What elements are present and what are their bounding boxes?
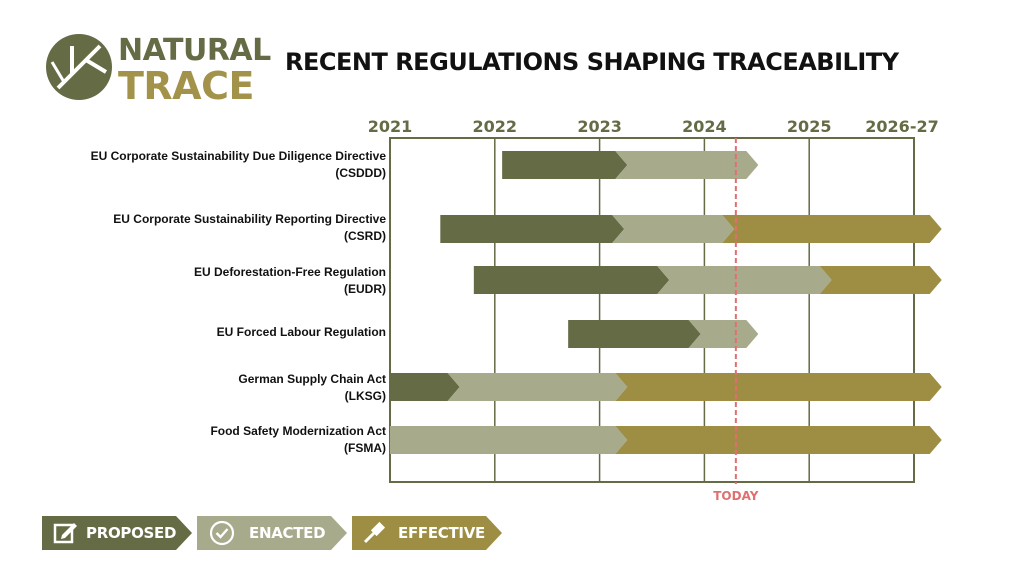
bar-segment-enacted [615,151,759,179]
row-label: EU Corporate Sustainability Reporting Di… [26,211,386,245]
legend-item-proposed: PROPOSED [42,516,192,550]
bar-segment-enacted [612,215,735,243]
legend-item-effective: EFFECTIVE [352,516,502,550]
axis-tick-label: 2026-27 [865,117,938,136]
row-label-name: EU Corporate Sustainability Reporting Di… [113,212,386,226]
today-label: TODAY [713,489,758,503]
row-label-code: (EUDR) [344,282,386,296]
edit-icon [53,523,77,544]
gavel-icon [363,521,386,544]
legend-label: ENACTED [249,524,326,542]
bar-segment-effective [615,373,942,401]
axis-tick-label: 2021 [368,117,413,136]
legend-item-enacted: ENACTED [197,516,347,550]
row-label-code: (CSDDD) [335,166,386,180]
legend-chevron [352,516,502,550]
bar-segment-proposed [440,215,625,243]
bar-segment-enacted [657,266,832,294]
legend-label: EFFECTIVE [398,524,485,542]
row-label-name: German Supply Chain Act [238,372,386,386]
brand-wordmark: NATURAL TRACE [118,33,271,108]
leaf-logo-icon [46,34,112,100]
row-label-name: EU Corporate Sustainability Due Diligenc… [90,149,386,163]
row-label: EU Deforestation-Free Regulation (EUDR) [26,264,386,298]
axis-tick-label: 2023 [577,117,622,136]
legend-chevron [197,516,347,550]
row-label-name: EU Deforestation-Free Regulation [193,265,386,279]
bar-segment-proposed [473,266,670,294]
bar-segment-effective [615,426,942,454]
row-label-code: (CSRD) [344,229,386,243]
brand-logo [44,32,234,106]
bar-segment-proposed [390,373,460,401]
brand-line2: TRACE [118,64,254,108]
chart-frame [389,137,915,483]
row-label: EU Corporate Sustainability Due Diligenc… [26,148,386,182]
bar-segment-proposed [568,320,701,348]
bar-segment-enacted [447,373,628,401]
row-label-code: (LKSG) [344,389,386,403]
legend-label: PROPOSED [86,524,177,542]
row-label: German Supply Chain Act (LKSG) [26,371,386,405]
axis-tick-label: 2022 [473,117,518,136]
row-label-name: Food Safety Modernization Act [210,424,386,438]
page-title: RECENT REGULATIONS SHAPING TRACEABILITY [285,48,899,76]
check-circle-icon [209,520,235,546]
legend-chevron [42,516,192,550]
brand-line1: NATURAL [118,33,271,68]
row-label-name: EU Forced Labour Regulation [216,325,386,339]
row-label: Food Safety Modernization Act (FSMA) [26,423,386,457]
bar-segment-enacted [390,426,628,454]
axis-tick-label: 2024 [682,117,727,136]
bar-segment-effective [819,266,942,294]
bar-segment-effective [722,215,942,243]
row-label-code: (FSMA) [344,441,386,455]
bar-segment-proposed [502,151,628,179]
row-label: EU Forced Labour Regulation [26,324,386,341]
bar-segment-enacted [688,320,759,348]
axis-tick-label: 2025 [787,117,832,136]
